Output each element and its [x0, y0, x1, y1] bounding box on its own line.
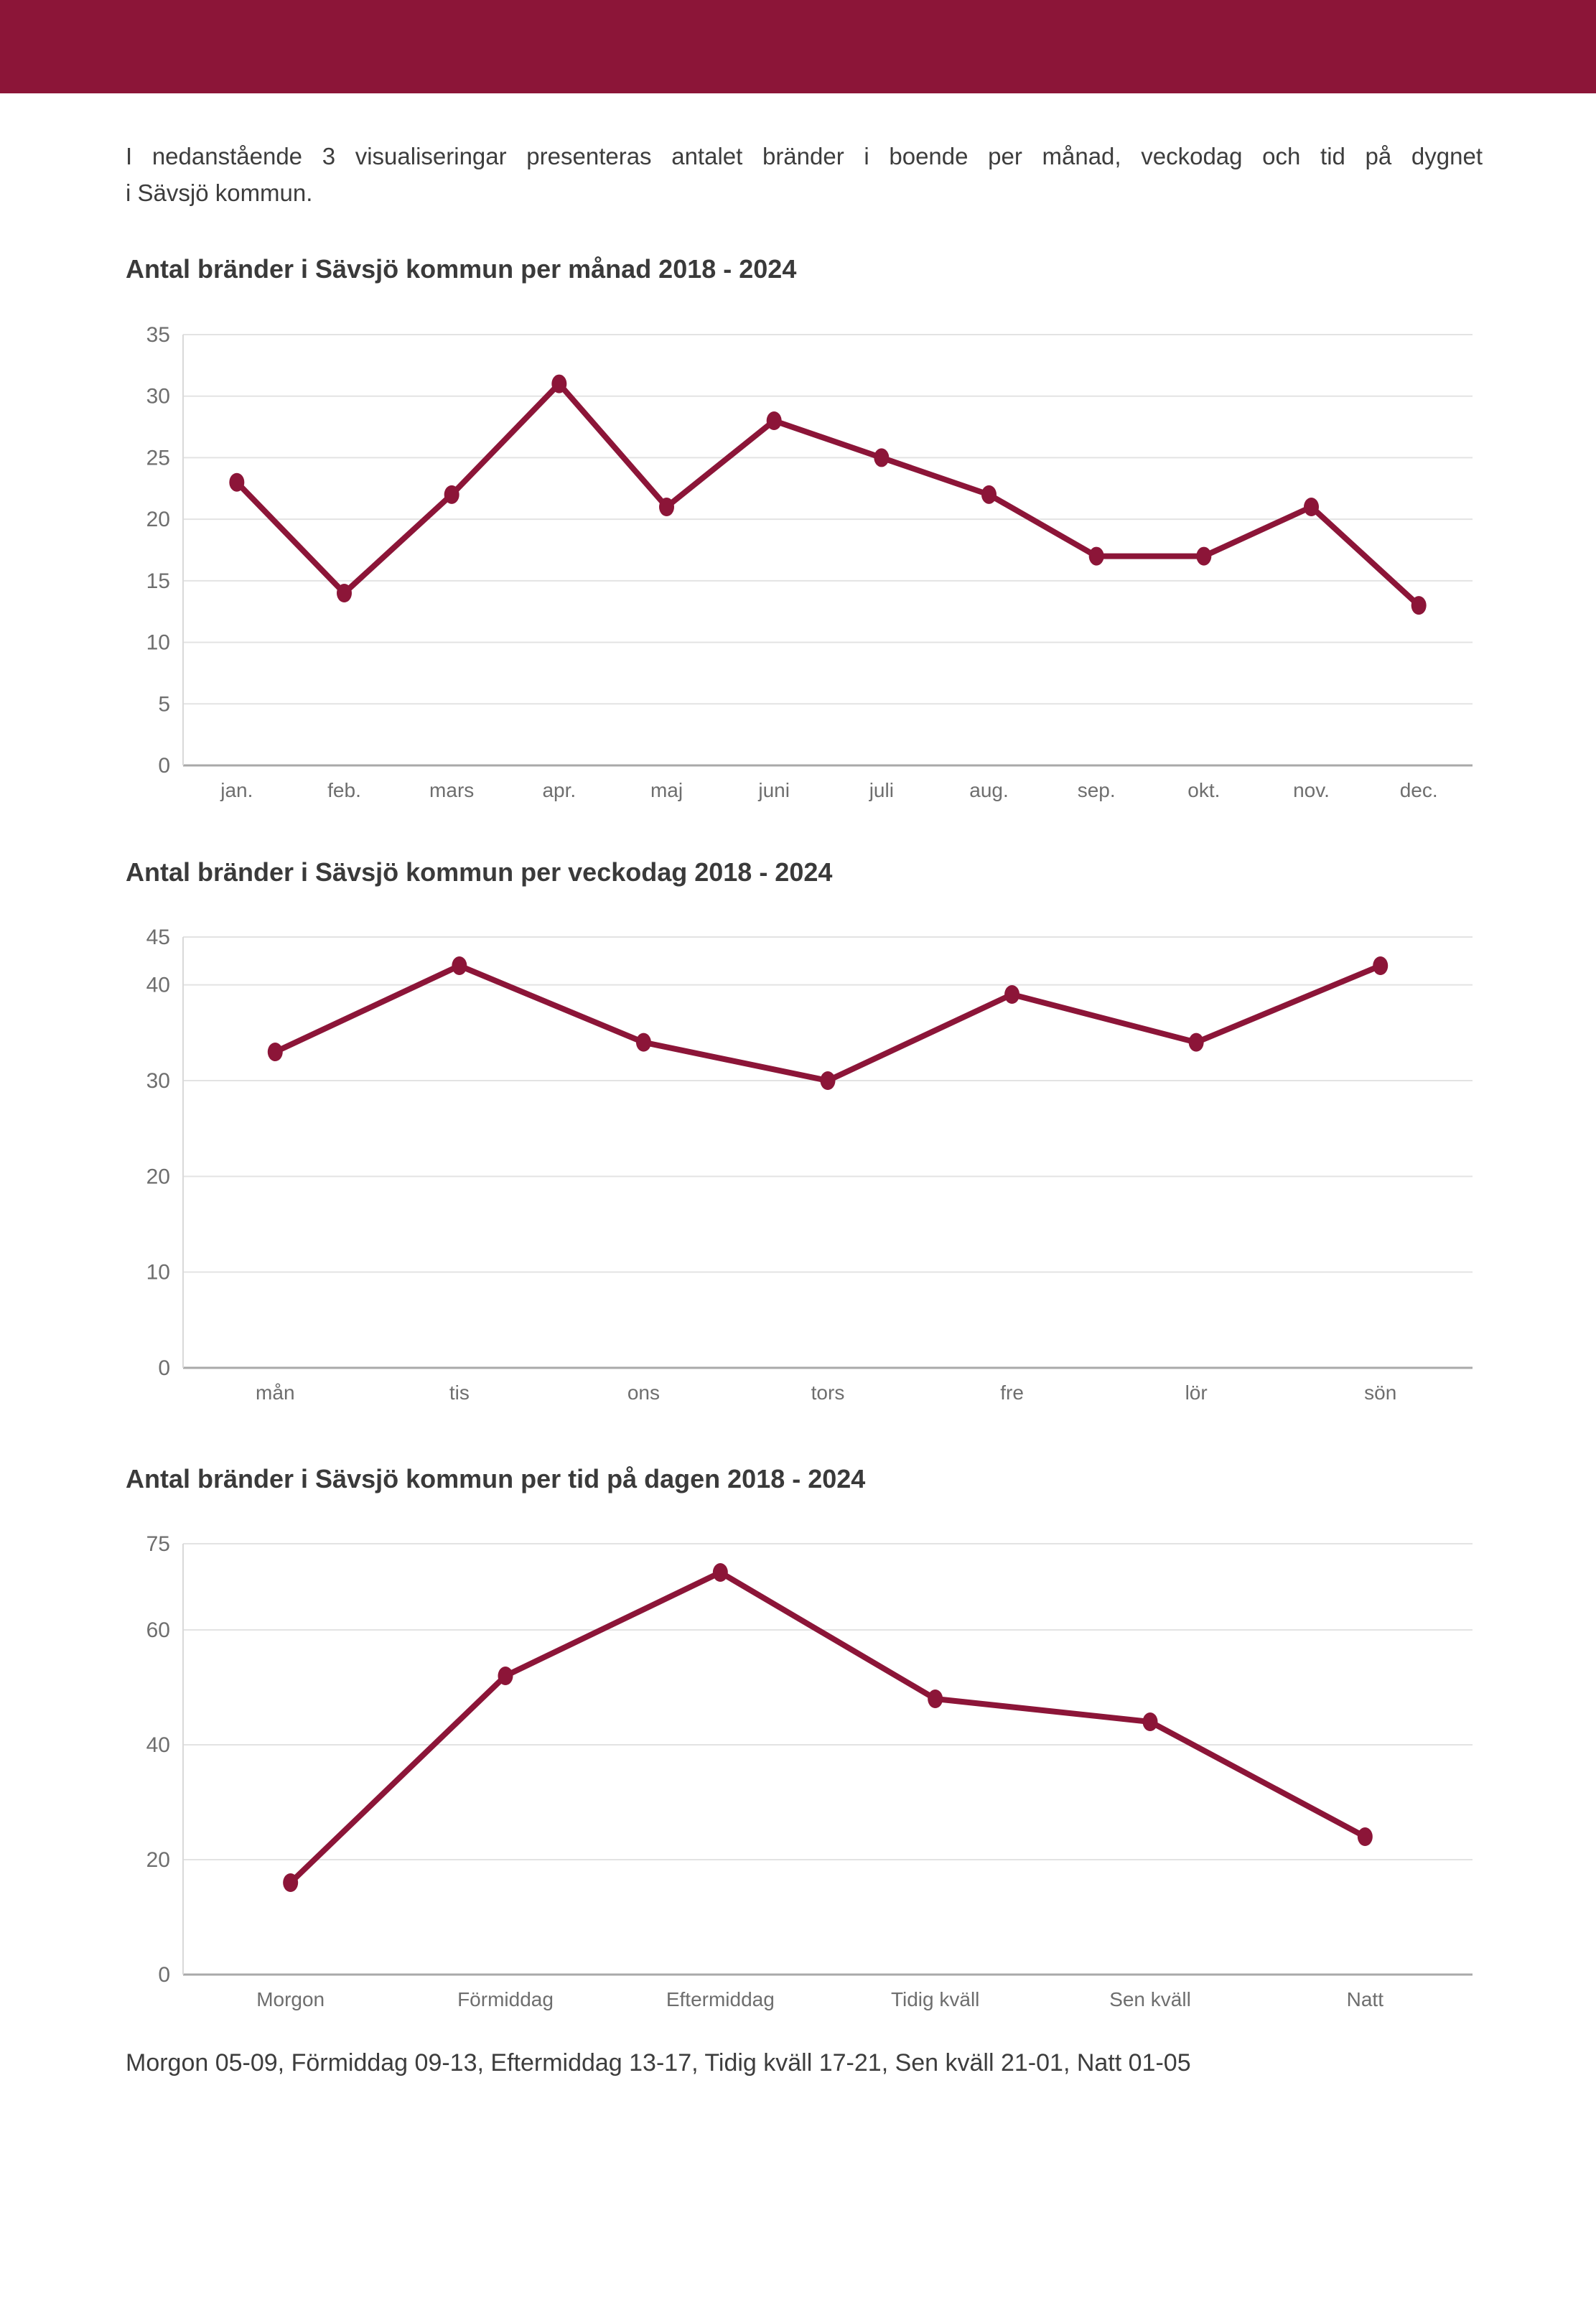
y-tick-label: 0 — [158, 754, 170, 778]
x-tick-label: mars — [429, 779, 474, 801]
intro-text-line2: i Sävsjö kommun. — [126, 180, 313, 207]
data-point — [1196, 546, 1212, 566]
y-tick-label: 75 — [146, 1535, 170, 1556]
intro-text: I nedanstående 3 visualiseringar present… — [126, 138, 1483, 211]
data-point — [712, 1563, 728, 1583]
x-tick-label: tors — [811, 1381, 845, 1404]
page-content: I nedanstående 3 visualiseringar present… — [0, 138, 1596, 2077]
x-tick-label: sep. — [1078, 779, 1116, 801]
x-tick-label: Natt — [1347, 1988, 1384, 2010]
data-point — [444, 485, 459, 504]
data-point — [452, 956, 467, 976]
section-fires-per-time-of-day: Antal bränder i Sävsjö kommun per tid på… — [126, 1464, 1481, 2018]
chart-fires-per-time-of-day: 0 20 40 60 75 Morgon Förmiddag Eftermiddag Tidig… — [126, 1535, 1475, 2018]
chart-title-timeofday: Antal bränder i Sävsjö kommun per tid på… — [126, 1464, 866, 1494]
data-point — [1411, 595, 1427, 615]
data-point — [283, 1873, 299, 1893]
data-point — [498, 1667, 513, 1686]
x-tick-label: juli — [869, 779, 894, 801]
data-point — [1088, 546, 1104, 566]
y-tick-label: 0 — [158, 1356, 170, 1380]
header-bar — [0, 0, 1596, 93]
x-tick-label: ons — [627, 1381, 660, 1404]
x-tick-label: aug. — [969, 779, 1009, 801]
y-tick-label: 10 — [146, 1261, 170, 1285]
y-tick-label: 25 — [146, 446, 170, 470]
y-tick-label: 40 — [146, 1733, 170, 1757]
data-point — [267, 1043, 283, 1062]
section-fires-per-weekday: Antal bränder i Sävsjö kommun per veckod… — [126, 857, 1481, 1411]
line-chart: 0 20 40 60 75 Morgon Förmiddag Eftermiddag Tidig… — [146, 1535, 1473, 2010]
chart-title-weekday: Antal bränder i Sävsjö kommun per veckod… — [126, 857, 833, 887]
section-fires-per-month: Antal bränder i Sävsjö kommun per månad … — [126, 254, 1481, 808]
y-tick-label: 20 — [146, 1848, 170, 1872]
x-tick-label: nov. — [1293, 779, 1330, 801]
line-chart: 0 5 10 15 20 25 30 35 jan. feb. mars apr. maj juni jul… — [146, 326, 1473, 801]
data-point — [229, 472, 245, 492]
x-tick-label: Sen kväll — [1109, 1988, 1191, 2010]
data-point — [1357, 1827, 1373, 1847]
y-tick-label: 30 — [146, 384, 170, 408]
y-tick-label: 40 — [146, 974, 170, 997]
data-point — [551, 374, 567, 393]
data-point — [1142, 1712, 1158, 1732]
x-tick-label: sön — [1364, 1381, 1396, 1404]
data-point — [1004, 985, 1020, 1005]
x-tick-label: tis — [449, 1381, 470, 1404]
x-tick-label: apr. — [542, 779, 576, 801]
x-tick-label: juni — [757, 779, 790, 801]
line-series — [272, 963, 1383, 1084]
x-tick-label: Morgon — [256, 1988, 325, 2010]
data-point — [820, 1071, 836, 1091]
x-tick-label: maj — [650, 779, 683, 801]
x-tick-label: lör — [1185, 1381, 1208, 1404]
data-point — [635, 1033, 651, 1052]
line-chart: 0 10 20 30 40 45 mån tis ons tors fre lör sön — [146, 928, 1473, 1404]
x-tick-label: fre — [1000, 1381, 1024, 1404]
chart-fires-per-month: 0 5 10 15 20 25 30 35 jan. feb. mars apr. maj juni jul… — [126, 326, 1475, 808]
data-point — [981, 485, 997, 504]
y-tick-label: 20 — [146, 508, 170, 531]
data-point — [874, 448, 890, 467]
data-point — [1304, 497, 1319, 516]
x-tick-label: okt. — [1187, 779, 1220, 801]
intro-text-line1: I nedanstående 3 visualiseringar present… — [126, 143, 1483, 169]
x-tick-label: Tidig kväll — [891, 1988, 979, 2010]
x-tick-label: Eftermiddag — [666, 1988, 775, 2010]
data-point — [1188, 1033, 1204, 1052]
x-tick-label: jan. — [220, 779, 253, 801]
y-tick-label: 35 — [146, 326, 170, 347]
x-tick-label: Förmiddag — [457, 1988, 554, 2010]
data-point — [766, 411, 782, 430]
y-tick-label: 15 — [146, 569, 170, 593]
y-tick-label: 0 — [158, 1963, 170, 1987]
y-tick-label: 60 — [146, 1618, 170, 1642]
x-tick-label: feb. — [327, 779, 361, 801]
y-tick-label: 20 — [146, 1165, 170, 1188]
time-ranges-note: Morgon 05-09, Förmiddag 09-13, Eftermidd… — [126, 2049, 1191, 2077]
y-tick-label: 5 — [158, 692, 170, 716]
line-series — [233, 381, 1422, 608]
y-tick-label: 30 — [146, 1069, 170, 1093]
data-point — [1373, 956, 1389, 976]
chart-fires-per-weekday: 0 10 20 30 40 45 mån tis ons tors fre lör sön — [126, 928, 1475, 1411]
y-tick-label: 10 — [146, 630, 170, 654]
y-tick-label: 45 — [146, 928, 170, 949]
data-point — [337, 583, 352, 602]
line-series — [287, 1570, 1368, 1886]
data-point — [659, 497, 674, 516]
chart-title-monthly: Antal bränder i Sävsjö kommun per månad … — [126, 254, 797, 284]
x-tick-label: mån — [256, 1381, 294, 1404]
data-point — [928, 1690, 943, 1709]
x-tick-label: dec. — [1400, 779, 1438, 801]
